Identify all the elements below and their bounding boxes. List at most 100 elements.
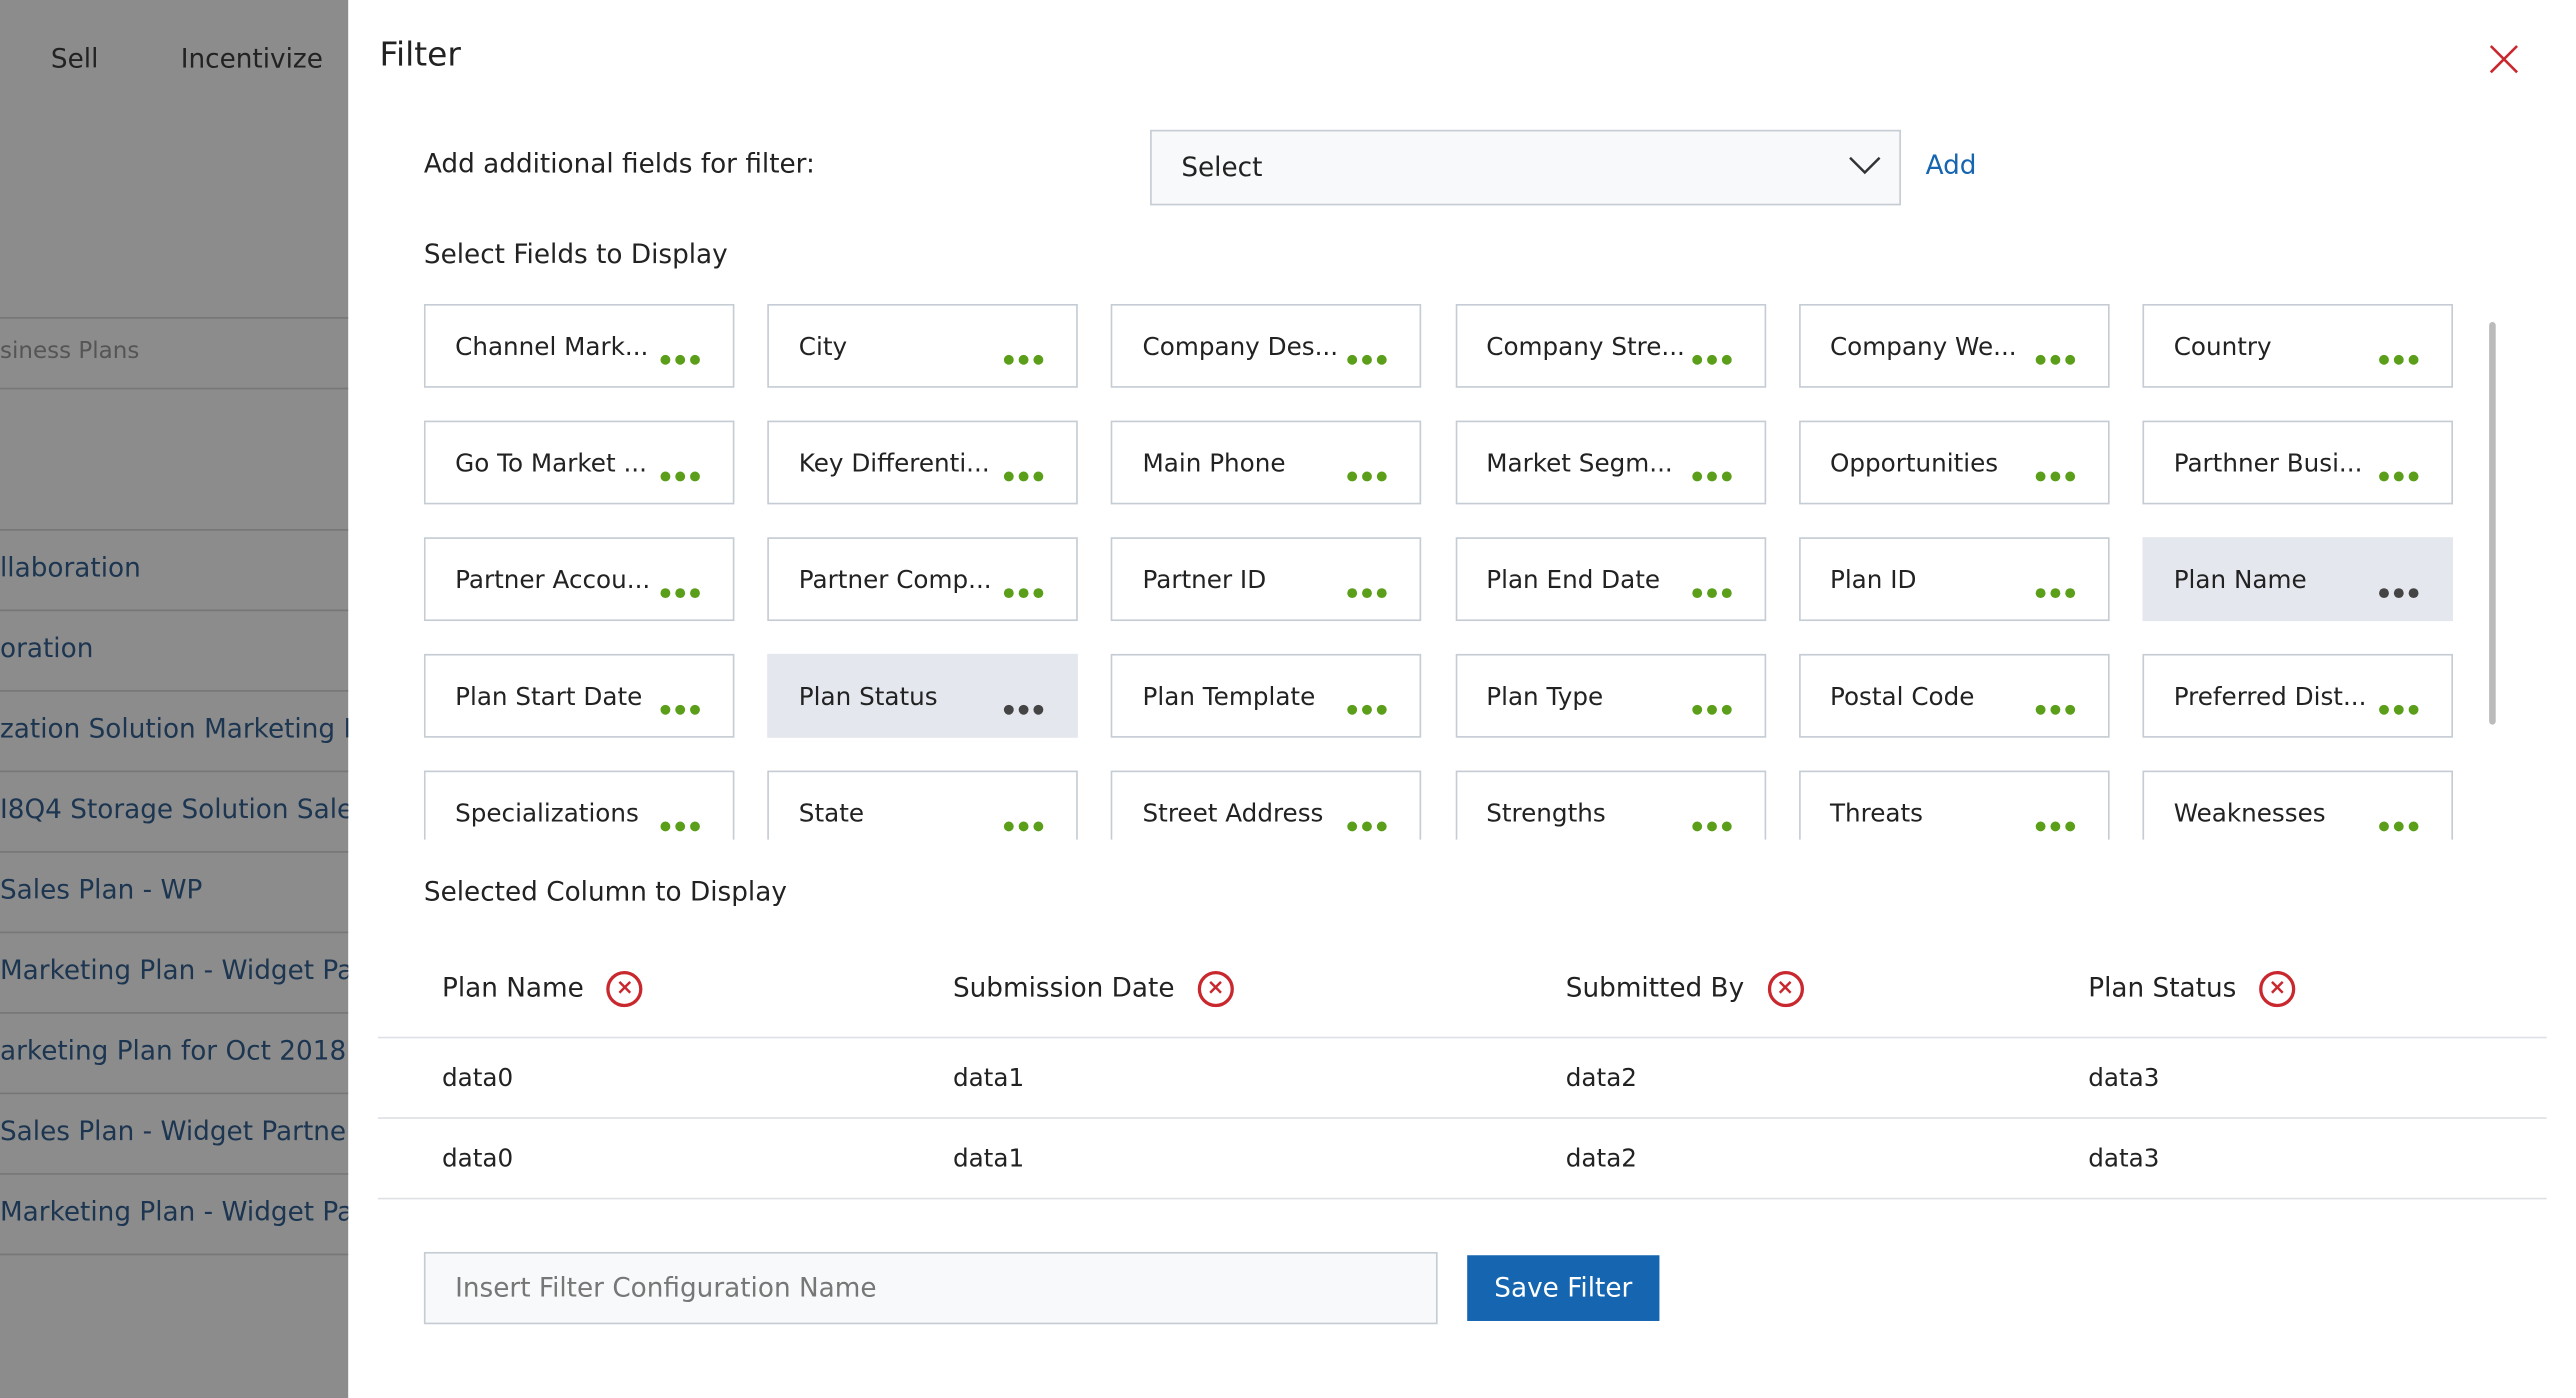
field-chip[interactable]: Plan ID bbox=[1798, 537, 2110, 622]
field-chip[interactable]: Plan Type bbox=[1455, 653, 1766, 738]
dot bbox=[2064, 354, 2075, 365]
field-menu[interactable] bbox=[656, 458, 700, 488]
field-menu[interactable] bbox=[999, 692, 1044, 722]
field-chip[interactable]: Threats bbox=[1798, 770, 2110, 840]
dot bbox=[2408, 704, 2419, 715]
selected-heading: Selected Column to Display bbox=[423, 875, 787, 907]
field-chip[interactable]: Main Phone bbox=[1111, 420, 1422, 505]
divider bbox=[0, 770, 349, 773]
config-name-input[interactable]: Insert Filter Configuration Name bbox=[423, 1251, 1438, 1325]
field-chip[interactable]: Channel Mark... bbox=[423, 303, 735, 388]
field-menu[interactable] bbox=[656, 342, 700, 372]
field-menu[interactable] bbox=[999, 575, 1044, 605]
field-chip[interactable]: Plan Template bbox=[1111, 653, 1422, 738]
close-button[interactable] bbox=[2488, 43, 2521, 76]
field-chip[interactable]: Market Segm... bbox=[1455, 420, 1766, 505]
dot bbox=[2393, 471, 2404, 482]
remove-column[interactable]: × bbox=[1197, 971, 1234, 1008]
dot bbox=[1018, 821, 1029, 832]
field-label: Plan ID bbox=[1829, 565, 1917, 595]
dot bbox=[2379, 354, 2389, 365]
field-menu[interactable] bbox=[1343, 692, 1388, 722]
field-chip[interactable]: Company We... bbox=[1798, 303, 2110, 388]
divider bbox=[0, 317, 349, 319]
plan-link[interactable]: arketing Plan for Oct 2018 bbox=[0, 1035, 347, 1067]
field-menu[interactable] bbox=[656, 808, 700, 838]
field-menu[interactable] bbox=[1343, 575, 1388, 605]
plan-link[interactable]: I8Q4 Storage Solution Sales bbox=[0, 793, 367, 825]
remove-column[interactable]: × bbox=[2259, 971, 2296, 1008]
field-menu[interactable] bbox=[1343, 808, 1388, 838]
field-chip[interactable]: Partner Accou... bbox=[423, 537, 735, 622]
plan-link[interactable]: Sales Plan - Widget Partners bbox=[0, 1115, 371, 1147]
dot bbox=[2393, 588, 2404, 599]
field-menu[interactable] bbox=[1687, 692, 1732, 722]
divider bbox=[0, 1092, 349, 1095]
field-label: Preferred Dist... bbox=[2173, 681, 2367, 712]
field-menu[interactable] bbox=[2030, 692, 2075, 722]
field-menu[interactable] bbox=[2374, 575, 2419, 605]
field-chip[interactable]: Key Differenti... bbox=[767, 420, 1079, 505]
field-label: Company Des... bbox=[1142, 331, 1339, 362]
dot bbox=[2050, 821, 2060, 832]
field-chip[interactable]: Opportunities bbox=[1798, 420, 2110, 505]
plan-link[interactable]: zation Solution Marketing Pla bbox=[0, 713, 383, 745]
field-menu[interactable] bbox=[1687, 458, 1732, 488]
dot bbox=[660, 588, 671, 599]
field-label: Plan End Date bbox=[1486, 565, 1661, 595]
field-chip[interactable]: Strengths bbox=[1455, 770, 1766, 840]
field-chip[interactable]: Street Address bbox=[1111, 770, 1422, 840]
field-label: Plan Start Date bbox=[455, 681, 643, 712]
filter-modal: Filter Add additional fields for filter:… bbox=[348, 0, 2576, 1398]
dot bbox=[1721, 354, 1732, 365]
field-chip[interactable]: Plan End Date bbox=[1455, 537, 1766, 622]
field-chip[interactable]: Plan Start Date bbox=[423, 653, 735, 738]
field-chip[interactable]: Specializations bbox=[423, 770, 735, 840]
field-chip[interactable]: Company Des... bbox=[1111, 303, 1422, 388]
add-button[interactable]: Add bbox=[1925, 149, 1977, 181]
field-menu[interactable] bbox=[999, 342, 1044, 372]
field-menu[interactable] bbox=[656, 575, 700, 605]
field-menu[interactable] bbox=[999, 808, 1044, 838]
field-chip[interactable]: City bbox=[767, 303, 1079, 388]
field-menu[interactable] bbox=[1687, 342, 1732, 372]
field-chip[interactable]: Parthner Busi... bbox=[2142, 420, 2453, 505]
field-select[interactable]: Select bbox=[1150, 129, 1901, 206]
field-menu[interactable] bbox=[999, 458, 1044, 488]
field-chip[interactable]: Preferred Dist... bbox=[2142, 653, 2453, 738]
save-button[interactable]: Save Filter bbox=[1467, 1255, 1660, 1321]
field-menu[interactable] bbox=[656, 692, 700, 722]
field-menu[interactable] bbox=[2030, 808, 2075, 838]
field-chip[interactable]: Company Stre... bbox=[1455, 303, 1766, 388]
field-label: Weaknesses bbox=[2173, 798, 2326, 829]
field-menu[interactable] bbox=[2030, 575, 2075, 605]
field-menu[interactable] bbox=[1343, 458, 1388, 488]
field-chip[interactable]: Plan Status bbox=[767, 653, 1079, 738]
field-chip[interactable]: Partner Comp... bbox=[767, 537, 1079, 622]
field-chip[interactable]: Partner ID bbox=[1111, 537, 1422, 622]
field-menu[interactable] bbox=[1687, 575, 1732, 605]
field-chip[interactable]: Country bbox=[2142, 303, 2453, 388]
field-menu[interactable] bbox=[1687, 808, 1732, 838]
dot bbox=[2393, 704, 2404, 715]
field-menu[interactable] bbox=[2374, 342, 2419, 372]
plan-link[interactable]: Marketing Plan - Widget Par bbox=[0, 954, 365, 986]
plan-link[interactable]: oration bbox=[0, 632, 94, 664]
field-menu[interactable] bbox=[1343, 342, 1388, 372]
field-menu[interactable] bbox=[2374, 458, 2419, 488]
remove-column[interactable]: × bbox=[1767, 971, 1804, 1008]
field-chip[interactable]: Plan Name bbox=[2142, 537, 2453, 622]
plan-link[interactable]: Sales Plan - WP bbox=[0, 874, 203, 906]
field-menu[interactable] bbox=[2030, 458, 2075, 488]
dot bbox=[1004, 704, 1015, 715]
field-chip[interactable]: State bbox=[767, 770, 1079, 840]
field-menu[interactable] bbox=[2030, 342, 2075, 372]
field-chip[interactable]: Weaknesses bbox=[2142, 770, 2453, 840]
field-menu[interactable] bbox=[2374, 692, 2419, 722]
plan-link[interactable]: Marketing Plan - Widget Par bbox=[0, 1196, 365, 1228]
plan-link[interactable]: llaboration bbox=[0, 552, 141, 584]
field-chip[interactable]: Go To Market ... bbox=[423, 420, 735, 505]
field-menu[interactable] bbox=[2374, 808, 2419, 838]
field-chip[interactable]: Postal Code bbox=[1798, 653, 2110, 738]
remove-column[interactable]: × bbox=[606, 971, 643, 1008]
